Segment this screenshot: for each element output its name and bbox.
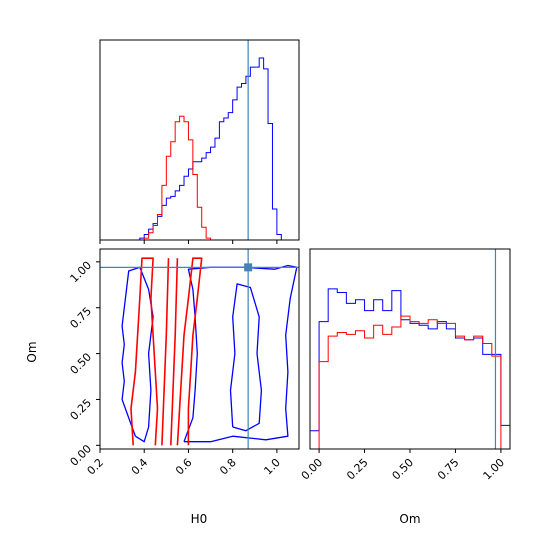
- contour-H0-Om-xtick-label-3: 0.8: [217, 456, 239, 478]
- contour-blue-1: [183, 264, 298, 443]
- hist-H0-frame: [99, 39, 300, 241]
- contour-H0-Om-ytick-label-2: 0.50: [68, 351, 95, 378]
- contour-red-5: [161, 258, 170, 446]
- panel-hist-H0: [99, 39, 300, 244]
- xlabel-Om: Om: [399, 512, 420, 526]
- contour-H0-Om-xtick-label-1: 0.4: [129, 456, 151, 478]
- hist-H0-series-red: [100, 115, 299, 240]
- hist-Om-series-red: [310, 315, 510, 449]
- xlabel-H0: H0: [191, 512, 208, 526]
- contour-truth-marker: [244, 263, 253, 272]
- contour-red-4: [176, 257, 203, 446]
- contour-H0-Om-ytick-label-1: 0.25: [68, 396, 95, 423]
- contour-red-6: [170, 258, 179, 446]
- contour-H0-Om-xtick-label-4: 1.0: [261, 456, 283, 478]
- ylabel-Om: Om: [25, 341, 39, 362]
- contour-H0-Om-frame: [99, 248, 300, 450]
- contour-H0-Om-ytick-label-4: 1.00: [68, 259, 95, 286]
- hist-H0-series-blue: [100, 57, 299, 240]
- hist-Om-series-blue: [310, 288, 510, 449]
- hist-Om-xtick-label-4: 1.00: [481, 456, 508, 483]
- contour-H0-Om-xtick-label-0: 0.2: [85, 456, 107, 478]
- contour-blue-0: [121, 266, 154, 443]
- contour-red-3: [130, 257, 159, 446]
- contour-H0-Om-ytick-label-3: 0.75: [68, 305, 95, 332]
- panel-contour-H0-Om: 0.2 0.4 0.6 0.8 1.00.000.250.500.751.00: [68, 248, 300, 478]
- hist-Om-xtick-label-0: 0.00: [299, 456, 326, 483]
- hist-Om-frame: [309, 248, 511, 450]
- hist-Om-xtick-label-3: 0.75: [435, 456, 462, 483]
- contour-H0-Om-xtick-label-2: 0.6: [173, 456, 195, 478]
- contour-blue-2: [229, 283, 263, 432]
- hist-Om-xtick-label-1: 0.25: [344, 456, 371, 483]
- panel-hist-Om: 0.00 0.25 0.50 0.75 1.00: [299, 248, 511, 483]
- hist-Om-xtick-label-2: 0.50: [390, 456, 417, 483]
